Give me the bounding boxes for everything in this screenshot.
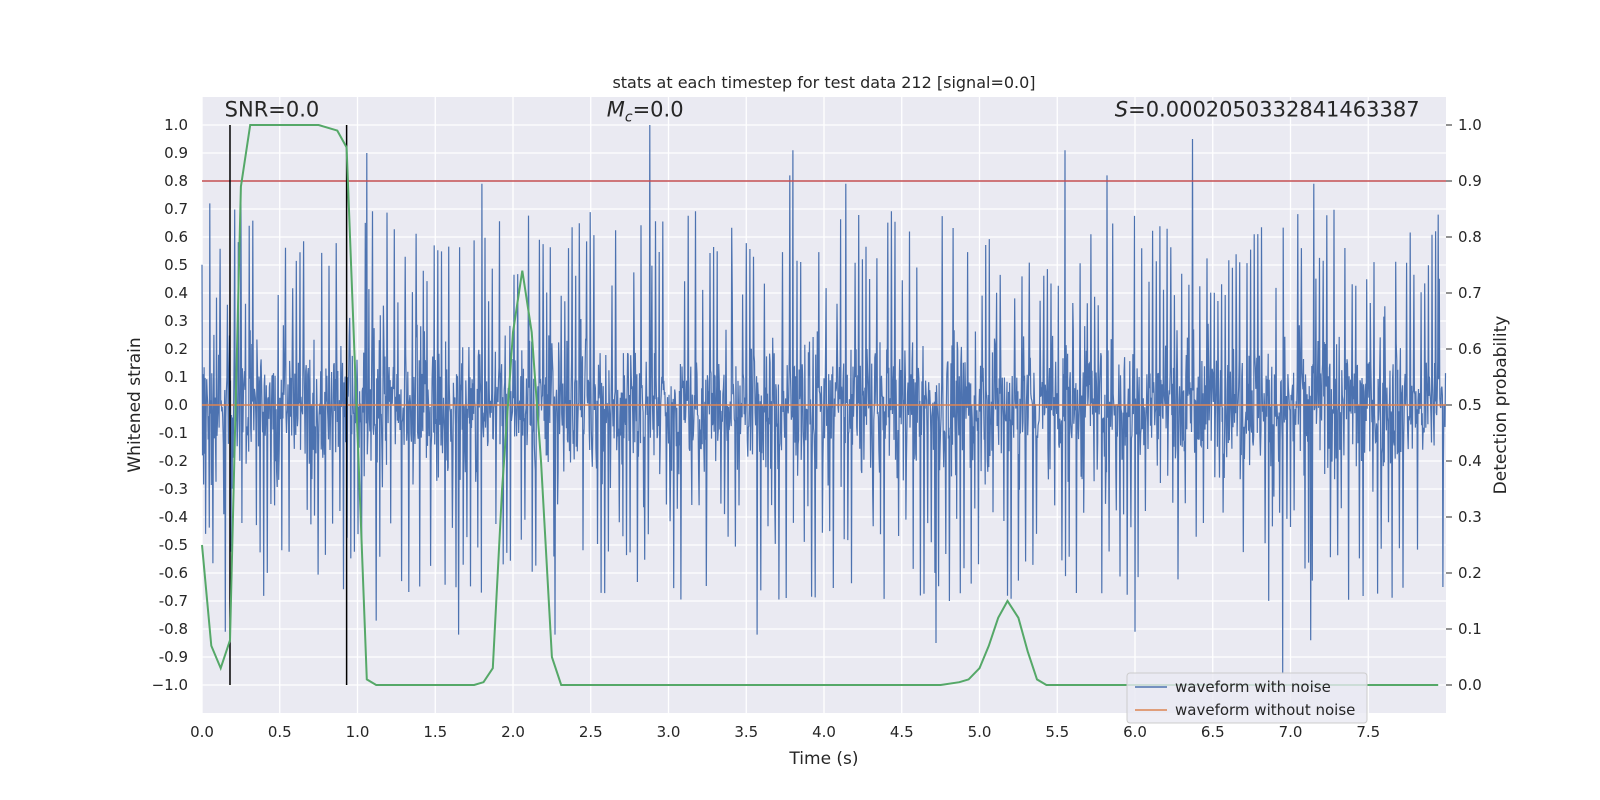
x-tick-label: 6.5 (1201, 723, 1225, 741)
chirp-mass-symbol: M (607, 98, 625, 122)
y2-tick-label: 0.7 (1458, 284, 1482, 302)
x-axis-label: Time (s) (788, 749, 858, 769)
legend-label-clean: waveform without noise (1175, 701, 1355, 719)
y-tick-label: -0.5 (159, 536, 188, 554)
y-tick-label: 0.8 (164, 172, 188, 190)
waveform-with-noise-line (201, 124, 1447, 674)
x-tick-label: 3.0 (657, 723, 681, 741)
y-tick-label: 1.0 (164, 116, 188, 134)
y-tick-label: 0.9 (164, 144, 188, 162)
x-tick-label: 0.5 (268, 723, 292, 741)
snr-annotation: SNR=0.0 (225, 98, 320, 122)
score-value: =0.0002050332841463387 (1128, 98, 1420, 122)
chirp-mass-subscript: c (625, 110, 633, 126)
y2-tick-label: 0.9 (1458, 172, 1482, 190)
y-tick-label: 0.7 (164, 200, 188, 218)
y2-tick-label: 0.2 (1458, 564, 1482, 582)
chirp-mass-annotation: Mc=0.0 (607, 98, 684, 126)
y2-tick-label: 0.3 (1458, 508, 1482, 526)
y-tick-label: −1.0 (152, 676, 188, 694)
y-tick-label: -0.7 (159, 592, 188, 610)
y-tick-label: 0.1 (164, 368, 188, 386)
y-tick-label: -0.8 (159, 620, 188, 638)
y-tick-label: -0.9 (159, 648, 188, 666)
y2-axis-ticks: 1.0 0.9 0.8 0.7 0.6 0.5 0.4 0.3 0.2 0.1 0.0 (1446, 116, 1482, 694)
legend-label-noise: waveform with noise (1175, 678, 1331, 696)
x-tick-label: 2.0 (501, 723, 525, 741)
y2-tick-label: 0.5 (1458, 396, 1482, 414)
x-axis-ticks: 0.0 0.5 1.0 1.5 2.0 2.5 3.0 3.5 4.0 4.5 5.0 5.5 6.0 6… (190, 723, 1380, 741)
y2-tick-label: 0.1 (1458, 620, 1482, 638)
x-tick-label: 1.0 (346, 723, 370, 741)
y-tick-label: 0.2 (164, 340, 188, 358)
y2-tick-label: 1.0 (1458, 116, 1482, 134)
y-tick-label: -0.4 (159, 508, 188, 526)
y2-tick-label: 0.0 (1458, 676, 1482, 694)
score-annotation: S=0.0002050332841463387 (1115, 98, 1420, 122)
x-tick-label: 5.5 (1045, 723, 1069, 741)
y-tick-label: -0.1 (159, 424, 188, 442)
y-tick-label: 0.5 (164, 256, 188, 274)
legend: waveform with noise waveform without noi… (1126, 672, 1368, 724)
chart-title: stats at each timestep for test data 212… (612, 73, 1035, 92)
y2-axis-label: Detection probability (1491, 316, 1511, 495)
x-tick-label: 0.0 (190, 723, 214, 741)
noisy-waveform-series (201, 124, 1447, 674)
x-tick-label: 3.5 (734, 723, 758, 741)
y-tick-label: -0.2 (159, 452, 188, 470)
detection-probability-line (201, 124, 1439, 686)
x-tick-label: 5.0 (968, 723, 992, 741)
x-tick-label: 4.0 (812, 723, 836, 741)
y-tick-label: 0.4 (164, 284, 188, 302)
score-symbol: S (1115, 98, 1128, 122)
y-tick-label: -0.3 (159, 480, 188, 498)
y-tick-label: 0.0 (164, 396, 188, 414)
y-axis-ticks: 1.0 0.9 0.8 0.7 0.6 0.5 0.4 0.3 0.2 0.1 0.0 -0.1 -0.… (152, 116, 188, 694)
window-markers (229, 125, 348, 685)
y2-tick-label: 0.4 (1458, 452, 1482, 470)
y2-tick-label: 0.8 (1458, 228, 1482, 246)
legend-box (1126, 672, 1368, 724)
x-tick-label: 6.0 (1123, 723, 1147, 741)
x-tick-label: 7.0 (1279, 723, 1303, 741)
x-tick-label: 4.5 (890, 723, 914, 741)
y-tick-label: 0.6 (164, 228, 188, 246)
x-tick-label: 7.5 (1356, 723, 1380, 741)
y-axis-label: Whitened strain (125, 337, 145, 472)
y-tick-label: 0.3 (164, 312, 188, 330)
x-tick-label: 1.5 (423, 723, 447, 741)
chirp-mass-value: =0.0 (633, 98, 684, 122)
x-tick-label: 2.5 (579, 723, 603, 741)
y2-tick-label: 0.6 (1458, 340, 1482, 358)
y-tick-label: -0.6 (159, 564, 188, 582)
